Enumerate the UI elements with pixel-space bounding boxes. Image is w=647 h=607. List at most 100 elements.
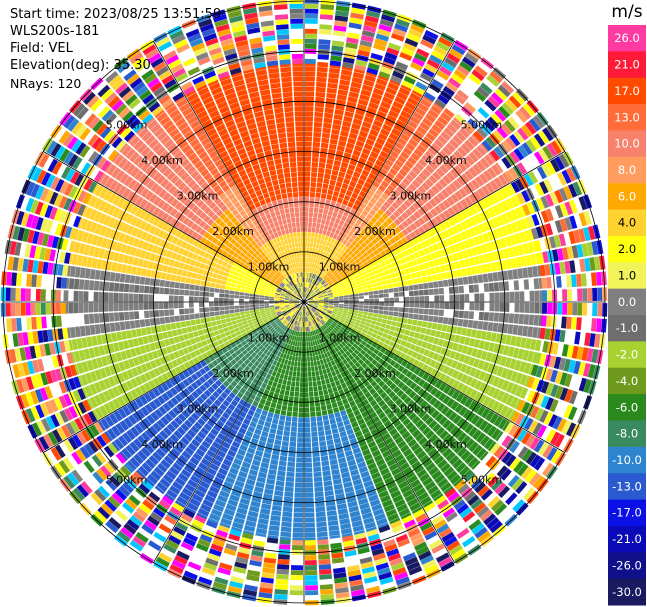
velocity-cell — [107, 376, 116, 387]
velocity-cell — [243, 343, 250, 349]
velocity-cell — [110, 353, 118, 364]
velocity-cell — [354, 299, 359, 302]
velocity-cell — [316, 310, 321, 314]
velocity-cell — [255, 256, 262, 262]
velocity-cell — [332, 364, 338, 371]
velocity-cell — [353, 307, 359, 311]
velocity-cell — [367, 312, 374, 317]
velocity-cell — [388, 391, 396, 399]
velocity-cell — [496, 227, 504, 238]
velocity-cell — [410, 325, 417, 332]
velocity-cell — [219, 490, 230, 499]
velocity-cell — [300, 306, 303, 312]
velocity-cell — [307, 277, 310, 283]
velocity-cell — [367, 189, 375, 197]
velocity-cell — [332, 309, 338, 313]
velocity-cell — [395, 410, 405, 419]
velocity-cell — [304, 81, 315, 87]
velocity-cell — [255, 289, 261, 293]
velocity-cell — [241, 258, 248, 264]
velocity-cell — [380, 261, 387, 268]
velocity-cell — [317, 328, 322, 333]
velocity-cell — [375, 395, 383, 403]
velocity-cell — [380, 467, 390, 476]
velocity-cell — [515, 336, 522, 348]
velocity-cell — [336, 197, 344, 204]
velocity-cell — [395, 119, 407, 128]
velocity-cell — [354, 258, 361, 264]
velocity-cell — [364, 521, 376, 530]
velocity-cell — [113, 230, 122, 241]
velocity-cell — [243, 418, 251, 426]
velocity-cell — [413, 148, 424, 158]
velocity-cell — [394, 499, 406, 508]
velocity-cell — [317, 322, 322, 327]
velocity-cell — [189, 245, 197, 253]
velocity-cell — [240, 270, 246, 276]
velocity-cell — [254, 396, 261, 403]
velocity-cell — [362, 399, 370, 406]
velocity-cell — [304, 237, 308, 242]
velocity-cell — [290, 426, 297, 432]
velocity-cell — [446, 196, 455, 206]
velocity-cell — [417, 370, 426, 378]
velocity-cell — [107, 204, 116, 216]
velocity-cell — [356, 316, 362, 321]
velocity-cell — [289, 298, 295, 301]
velocity-cell — [218, 220, 226, 228]
velocity-cell — [375, 334, 382, 341]
velocity-cell — [442, 160, 453, 171]
velocity-cell — [218, 368, 226, 376]
velocity-cell — [329, 248, 334, 255]
velocity-cell — [306, 294, 311, 299]
velocity-cell — [510, 221, 519, 234]
velocity-cell — [161, 392, 170, 402]
velocity-cell — [378, 358, 385, 365]
velocity-cell — [171, 359, 179, 368]
velocity-cell — [310, 290, 314, 295]
velocity-cell — [430, 387, 439, 396]
velocity-cell — [449, 119, 461, 130]
velocity-cell — [360, 152, 369, 160]
velocity-cell — [378, 310, 384, 315]
velocity-cell — [327, 272, 333, 278]
velocity-cell — [195, 318, 201, 325]
velocity-cell — [270, 289, 276, 293]
velocity-cell — [340, 74, 352, 82]
velocity-cell — [294, 300, 300, 302]
velocity-cell — [226, 321, 233, 327]
velocity-cell — [424, 150, 435, 160]
velocity-cell — [318, 298, 324, 301]
velocity-cell — [412, 278, 418, 285]
velocity-cell — [200, 236, 207, 244]
velocity-cell — [352, 264, 359, 270]
velocity-cell — [299, 326, 302, 332]
velocity-cell — [325, 500, 336, 507]
velocity-cell — [312, 356, 317, 362]
velocity-cell — [270, 309, 276, 313]
velocity-cell — [443, 466, 455, 477]
velocity-cell — [381, 450, 392, 458]
velocity-cell — [308, 302, 314, 304]
velocity-cell — [176, 357, 184, 366]
velocity-cell — [113, 292, 119, 302]
velocity-cell — [413, 308, 419, 314]
velocity-cell — [443, 375, 451, 385]
velocity-cell — [217, 274, 223, 280]
velocity-cell — [367, 242, 374, 249]
velocity-cell — [203, 297, 209, 302]
velocity-cell — [290, 306, 296, 309]
velocity-cell — [293, 346, 297, 352]
velocity-cell — [384, 209, 393, 217]
velocity-cell — [331, 244, 337, 250]
velocity-cell — [350, 269, 356, 275]
velocity-cell — [328, 260, 334, 266]
velocity-cell — [369, 399, 378, 407]
velocity-cell — [287, 310, 292, 314]
velocity-cell — [293, 366, 297, 372]
velocity-cell — [294, 303, 300, 305]
velocity-cell — [96, 259, 103, 270]
velocity-cell — [424, 113, 436, 123]
velocity-cell — [287, 375, 292, 381]
velocity-cell — [354, 340, 361, 346]
